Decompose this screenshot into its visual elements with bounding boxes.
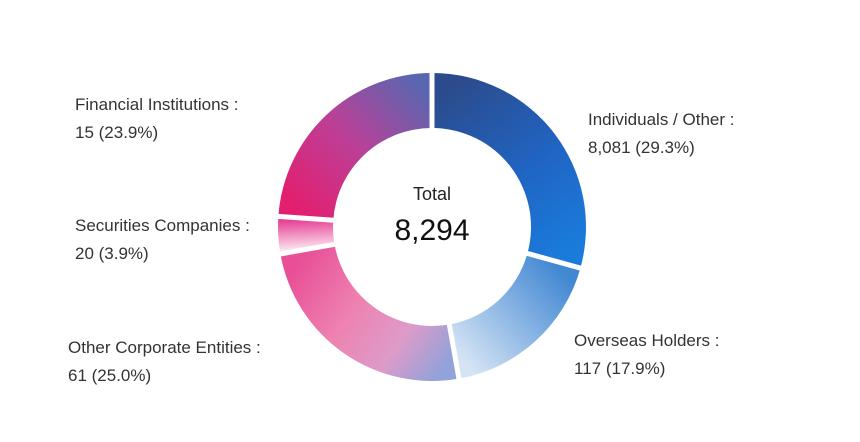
legend-label: Financial Institutions : bbox=[75, 95, 239, 114]
total-label: Total bbox=[412, 184, 452, 204]
legend-value: 20 (3.9%) bbox=[75, 244, 149, 263]
segment-separator bbox=[274, 240, 341, 258]
legend-financial-institutions: Financial Institutions : 15 (23.9%) bbox=[75, 91, 238, 147]
legend-individuals-other: Individuals / Other : 8,081 (29.3%) bbox=[588, 106, 734, 162]
donut-segment-financial bbox=[278, 73, 432, 221]
legend-value: 61 (25.0%) bbox=[68, 366, 152, 385]
segment-separator bbox=[272, 213, 340, 224]
legend-value: 8,081 (29.3%) bbox=[588, 138, 695, 157]
legend-label: Individuals / Other : bbox=[588, 110, 735, 129]
legend-value: 15 (23.9%) bbox=[75, 123, 159, 142]
total-value: 8,294 bbox=[394, 214, 470, 247]
legend-label: Securities Companies : bbox=[75, 216, 250, 235]
legend-label: Other Corporate Entities : bbox=[68, 338, 261, 357]
legend-overseas-holders: Overseas Holders : 117 (17.9%) bbox=[574, 327, 720, 383]
legend-securities-companies: Securities Companies : 20 (3.9%) bbox=[75, 212, 250, 268]
donut-segment-other_corporate bbox=[280, 244, 459, 381]
legend-label: Overseas Holders : bbox=[574, 331, 720, 350]
chart-center-total: Total 8,294 bbox=[394, 183, 469, 247]
donut-segment-individuals bbox=[432, 73, 586, 269]
legend-value: 117 (17.9%) bbox=[574, 359, 666, 378]
legend-other-corporate-entities: Other Corporate Entities : 61 (25.0%) bbox=[68, 334, 261, 390]
segment-separator bbox=[445, 318, 463, 385]
donut-segment-overseas bbox=[449, 253, 581, 379]
segment-separator bbox=[520, 249, 587, 273]
